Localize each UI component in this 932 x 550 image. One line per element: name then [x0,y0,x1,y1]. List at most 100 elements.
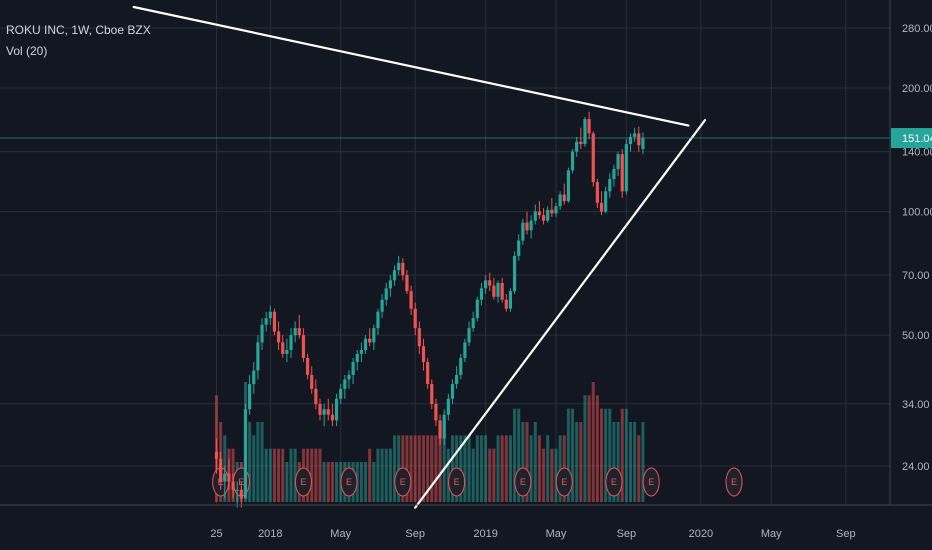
candle-body [397,262,401,271]
candle-body [471,318,475,329]
candle [475,296,479,322]
candle [219,451,223,490]
last-price-tag [891,128,932,149]
candle [426,357,430,389]
candle-body [339,388,343,399]
candle [620,149,624,198]
candle [604,186,608,214]
time-axis[interactable]: 25 2018 May Sep 2019 May Sep 2020 May Sep [0,504,932,540]
volume-bar [600,408,604,502]
price-axis[interactable]: 280.00 200.00 140.00 100.00 70.00 50.00 34.00 2… [889,0,932,505]
candle-body [310,374,314,389]
candles [214,111,645,508]
candle [467,321,471,347]
candle [599,191,604,216]
candle-body [550,209,554,214]
earnings-label: E [648,477,654,487]
candle [525,211,529,235]
volume-bar [397,435,401,502]
candle-body [214,451,219,459]
time-tick-label: May [330,528,351,540]
earnings-badge [555,467,573,497]
candle-body [355,353,359,363]
candle [359,342,363,363]
time-tick-label: Sep [405,528,425,540]
candle [637,126,641,152]
earnings-badge [642,467,660,497]
volume-bar [633,422,637,502]
candle-body [421,346,426,363]
candle-body [227,473,231,482]
candle-body [223,473,227,482]
volume-indicator-label[interactable]: Vol (20) [6,44,48,58]
candle [355,350,359,371]
candle [446,393,450,421]
candle [409,285,413,315]
candle-body [417,328,421,347]
candle [583,116,587,147]
volume-bar [264,448,268,502]
candle [521,218,525,245]
volume-bar [620,408,624,502]
candle [500,277,504,303]
candle [256,335,260,380]
candle [537,201,542,219]
volume-bar [616,422,620,502]
candle-body [463,342,467,358]
time-tick-label: 2020 [689,528,713,540]
candle-body [231,481,235,490]
candle-body [405,275,409,292]
candle [546,206,550,223]
volume-bar [450,435,454,502]
candle [496,280,500,303]
volume-bar [484,435,488,502]
candle [272,308,277,336]
candle [376,308,380,336]
candle-body [604,191,608,212]
volume-bar [330,462,334,502]
candle [277,321,281,351]
volume-bar [566,408,570,502]
candle [633,127,637,142]
candle [575,136,579,157]
candle-body [330,414,335,421]
candle-body [363,338,368,351]
volume-bar [513,408,517,502]
candle [301,328,306,363]
price-tick-label: 24.00 [902,461,930,473]
trendlines[interactable] [132,5,707,509]
candle-body [380,299,384,312]
candle [380,293,384,319]
candle [517,234,521,261]
candle-body [368,338,372,343]
candle-body [641,138,645,150]
trendline [414,119,707,509]
volume-bar [529,435,533,502]
volume-bar [508,435,512,502]
volume-bar [277,448,281,502]
candle [595,179,599,209]
candle [608,173,612,198]
volume-bar [256,422,260,502]
candle [293,321,297,343]
volume-bar [595,395,599,502]
candle-body [529,220,533,231]
volume-bar [430,435,434,502]
earnings-marker: E [514,467,532,497]
candle [508,288,513,312]
volume-bar [318,448,322,502]
candle [479,282,484,306]
candle-body [512,255,517,292]
candle-body [351,362,355,375]
candle-body [496,282,500,297]
candle [384,282,388,306]
volume-bar [422,435,425,502]
candle-body [268,311,272,319]
volume-bar [364,462,368,502]
candle-body [537,211,542,216]
symbol-title[interactable]: ROKU INC, 1W, Cboe BZX [6,23,151,37]
volume-bar [393,435,397,502]
candle [616,151,620,177]
